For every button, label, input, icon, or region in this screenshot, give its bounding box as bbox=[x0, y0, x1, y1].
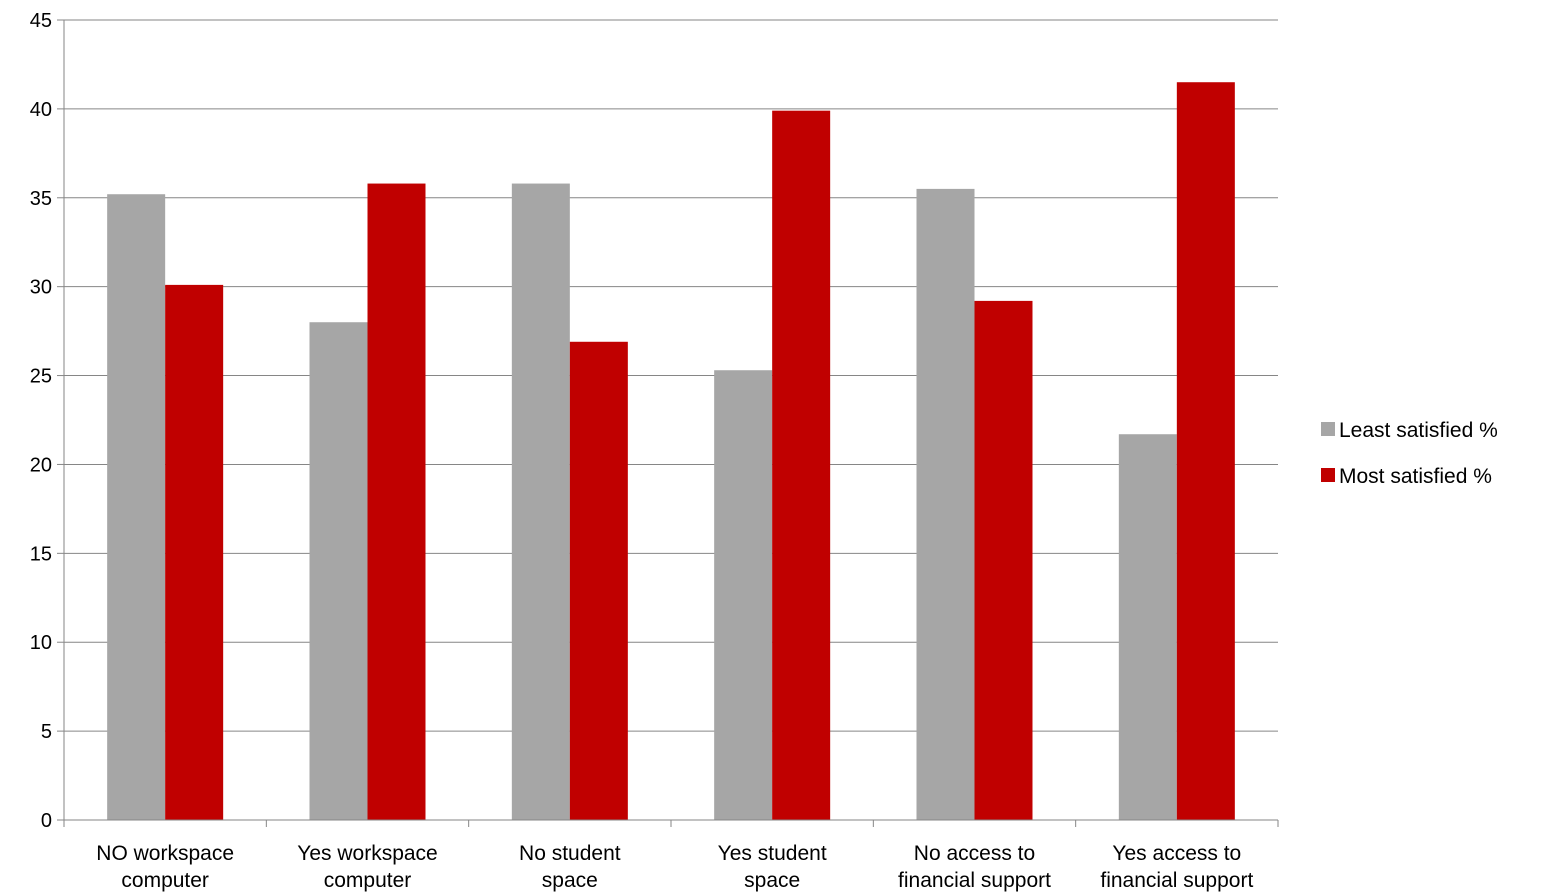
y-tick-label: 15 bbox=[30, 543, 52, 565]
bar-most-satisfied bbox=[974, 300, 1033, 820]
x-category-label: No access to bbox=[914, 842, 1035, 865]
y-tick-label: 0 bbox=[41, 810, 52, 832]
bar-least-satisfied bbox=[309, 322, 368, 820]
x-category-label: NO workspace bbox=[96, 842, 234, 865]
bars bbox=[107, 82, 1235, 821]
legend-swatch bbox=[1321, 422, 1335, 436]
x-category-label: Yes access to bbox=[1112, 842, 1241, 865]
y-axis-ticks: 0 5 10 15 20 25 30 35 40 45 bbox=[30, 10, 52, 832]
y-tick-label: 10 bbox=[30, 632, 52, 654]
bar-least-satisfied bbox=[916, 188, 975, 820]
x-category-label: Yes workspace bbox=[297, 842, 437, 865]
x-category-label: financial support bbox=[1100, 869, 1253, 892]
gridlines bbox=[64, 19, 1278, 732]
y-tick-label: 35 bbox=[30, 188, 52, 210]
x-category-label: computer bbox=[121, 869, 209, 892]
bar-most-satisfied bbox=[772, 110, 831, 820]
legend-swatch bbox=[1321, 468, 1335, 482]
bar-most-satisfied bbox=[367, 183, 426, 821]
bar-least-satisfied bbox=[714, 370, 773, 820]
y-tick-label: 20 bbox=[30, 454, 52, 476]
bar-most-satisfied bbox=[569, 341, 628, 820]
axes bbox=[57, 19, 1279, 827]
x-category-label: space bbox=[744, 869, 800, 892]
y-tick-label: 5 bbox=[41, 721, 52, 743]
bar-least-satisfied bbox=[1118, 434, 1177, 820]
x-category-label: computer bbox=[324, 869, 412, 892]
y-tick-label: 25 bbox=[30, 366, 52, 388]
y-tick-label: 45 bbox=[30, 10, 52, 32]
legend-label: Most satisfied % bbox=[1339, 465, 1492, 488]
y-tick-label: 30 bbox=[30, 277, 52, 299]
legend: Least satisfied % Most satisfied % bbox=[1321, 419, 1498, 488]
x-category-label: Yes student bbox=[718, 842, 827, 865]
bar-most-satisfied bbox=[165, 284, 224, 820]
x-category-label: No student bbox=[519, 842, 621, 865]
y-tick-label: 40 bbox=[30, 99, 52, 121]
legend-label: Least satisfied % bbox=[1339, 419, 1498, 442]
x-category-label: space bbox=[542, 869, 598, 892]
x-axis-labels: NO workspace computer Yes workspace compute… bbox=[96, 842, 1253, 892]
bar-most-satisfied bbox=[1176, 82, 1235, 820]
bar-least-satisfied bbox=[511, 183, 570, 821]
bar-least-satisfied bbox=[107, 194, 166, 820]
x-category-label: financial support bbox=[898, 869, 1051, 892]
